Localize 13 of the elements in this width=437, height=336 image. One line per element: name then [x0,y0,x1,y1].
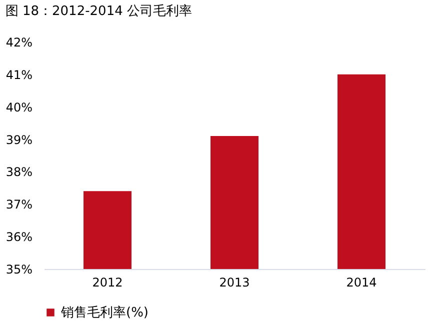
y-tick-label: 41% [6,68,32,82]
x-tick-label: 2013 [219,276,250,290]
y-tick-label: 39% [6,132,32,147]
legend-label: 销售毛利率(%) [60,304,148,320]
y-tick-label: 42% [6,36,32,50]
y-tick-label: 36% [6,230,32,244]
y-tick-label: 35% [6,262,32,276]
x-tick-label: 2014 [346,276,377,290]
y-tick-label: 37% [6,198,32,212]
chart-title: 图 18：2012-2014 公司毛利率 [5,3,192,19]
y-tick-label: 38% [6,165,32,180]
y-tick-label: 40% [6,100,32,114]
x-tick-label: 2012 [92,276,123,290]
